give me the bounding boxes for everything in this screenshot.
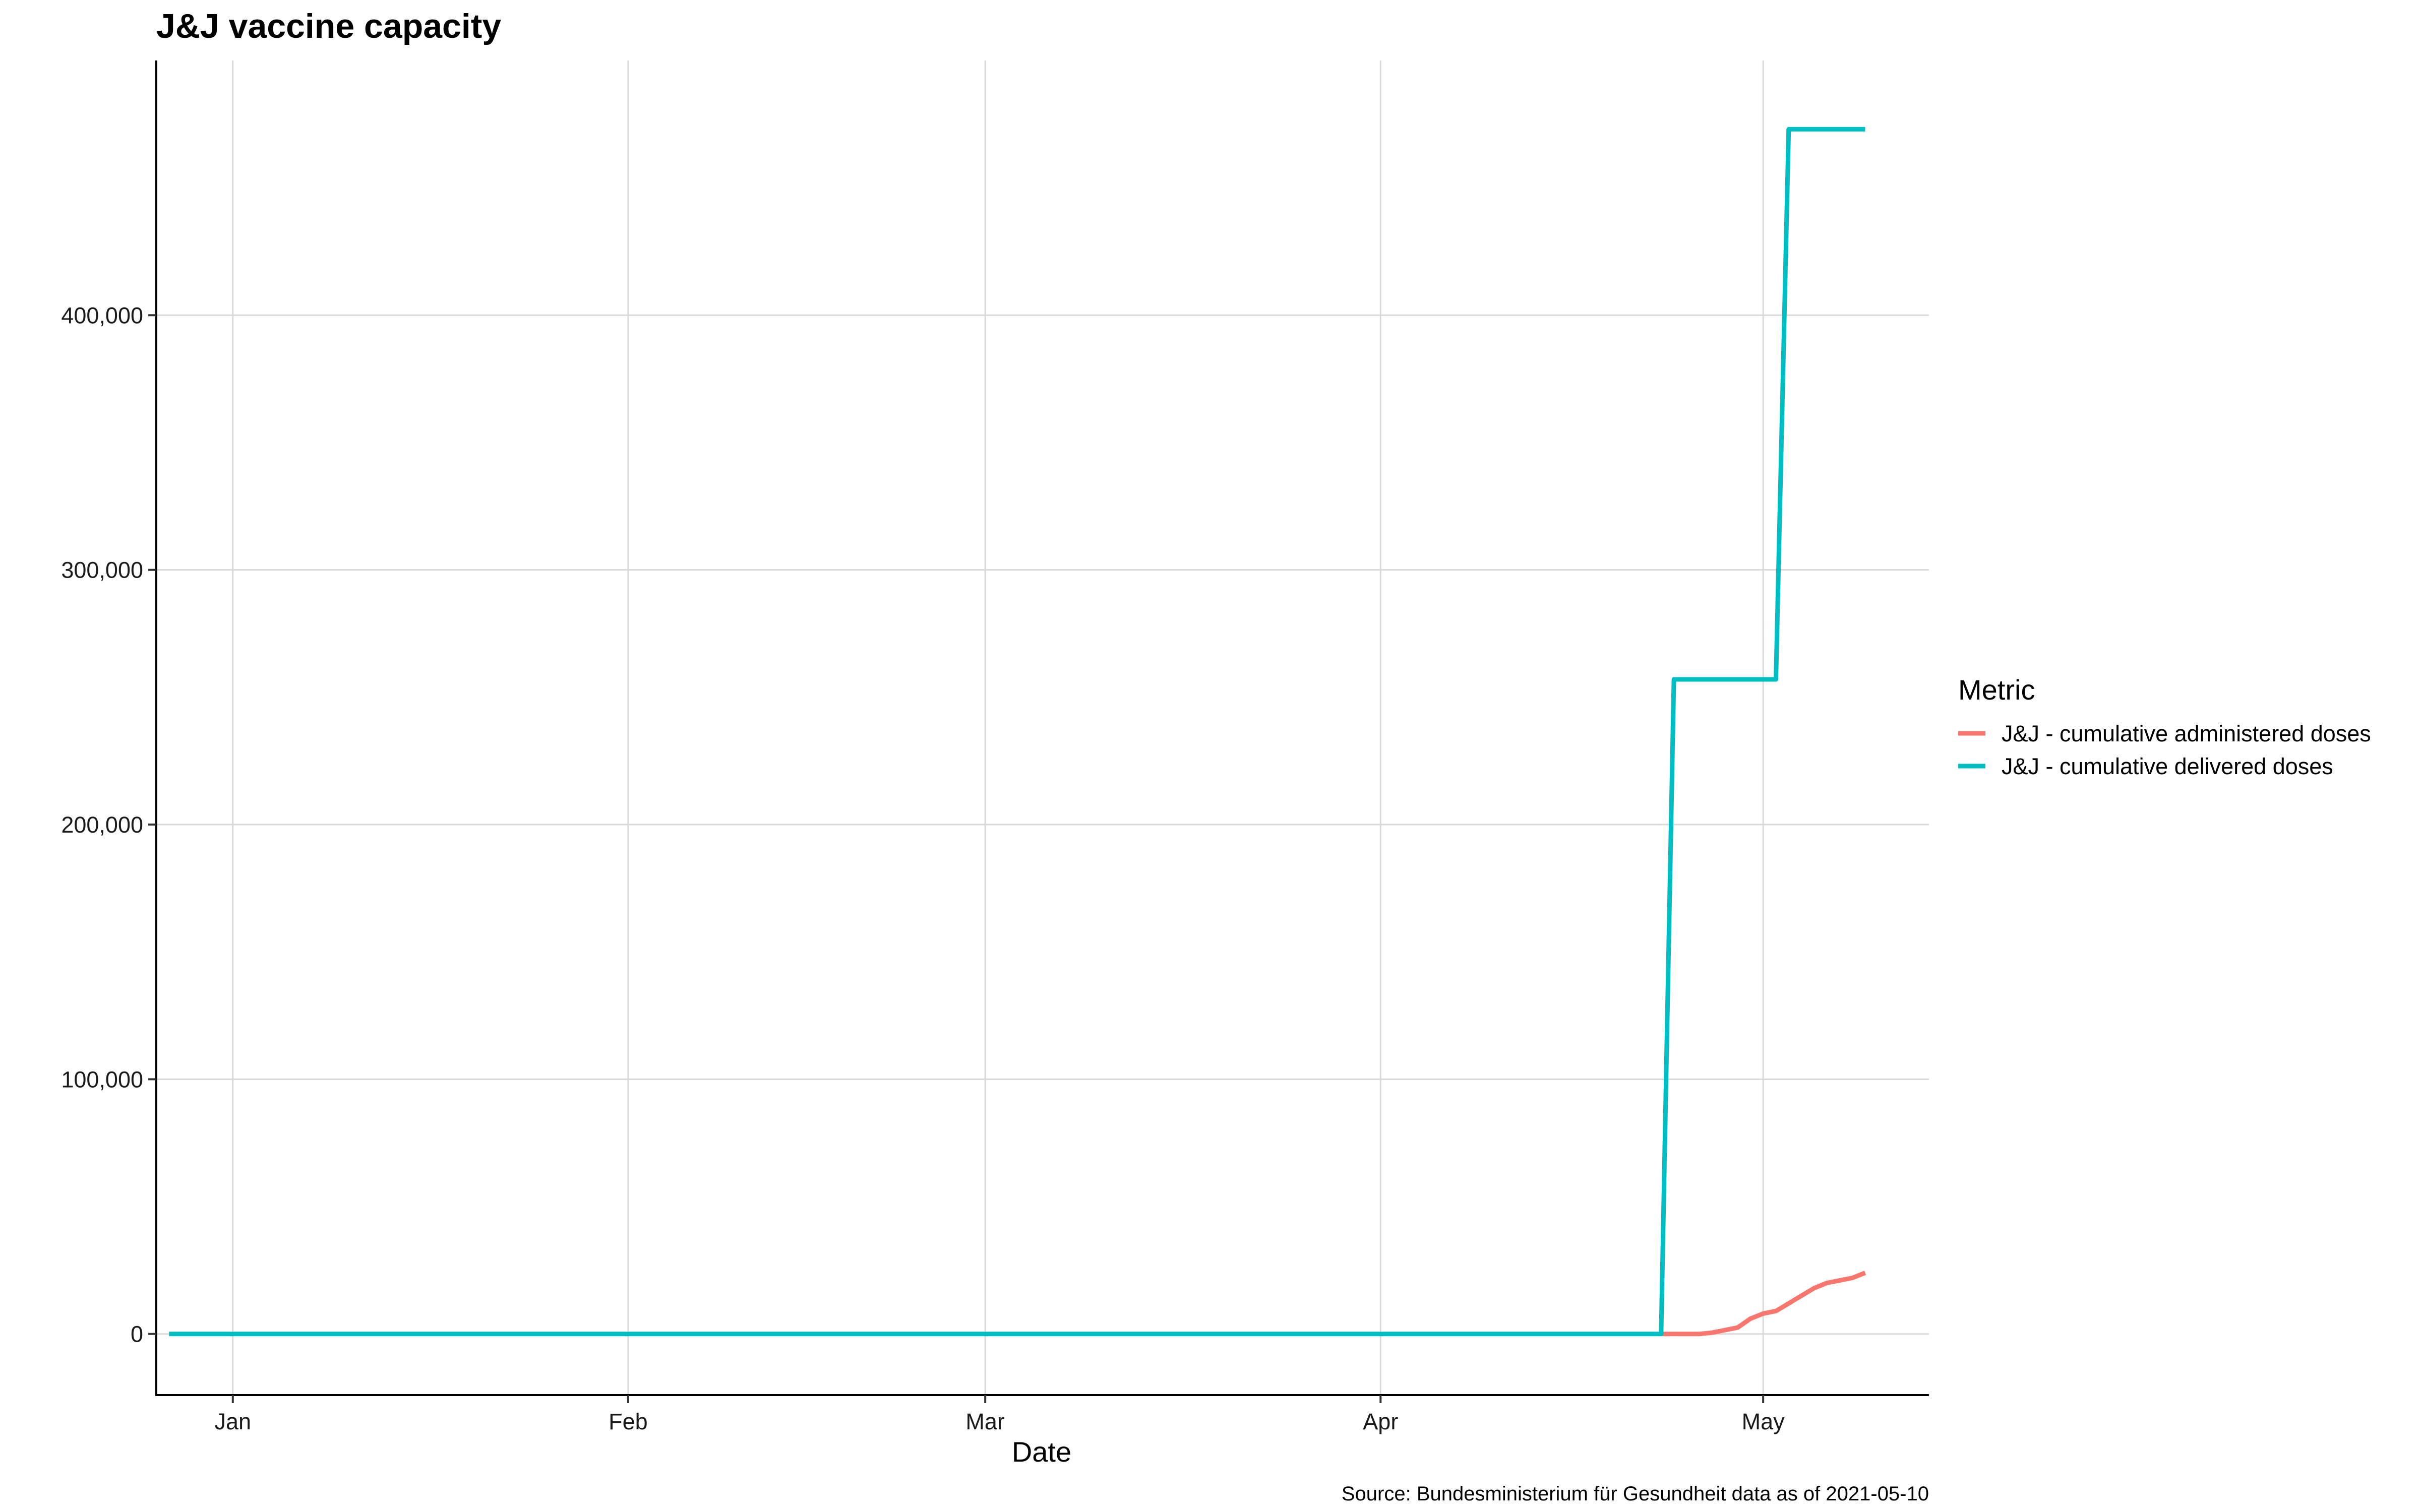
x-tick-label: Mar — [965, 1409, 1005, 1434]
x-gridlines — [232, 60, 1764, 1395]
x-axis-title: Date — [1012, 1436, 1071, 1468]
x-tick-label: Jan — [214, 1409, 251, 1434]
series-lines — [169, 127, 1866, 1337]
legend-title: Metric — [1958, 674, 2035, 706]
y-axis-ticks: 0 100,000 200,000 300,000 400,000 — [61, 302, 156, 1347]
x-tick-label: May — [1742, 1409, 1785, 1434]
y-tick-label: 0 — [131, 1321, 143, 1347]
y-tick-label: 200,000 — [61, 812, 143, 838]
y-tick-label: 400,000 — [61, 302, 143, 328]
chart-title: J&J vaccine capacity — [156, 7, 501, 45]
series-line-delivered — [169, 127, 1865, 1337]
source-caption: Source: Bundesministerium für Gesundheit… — [1342, 1483, 1929, 1505]
x-axis-ticks: Jan Feb Mar Apr May — [214, 1395, 1785, 1434]
legend: Metric J&J - cumulative administered dos… — [1958, 674, 2371, 779]
x-tick-label: Apr — [1363, 1409, 1398, 1434]
y-tick-label: 100,000 — [61, 1066, 143, 1092]
x-tick-label: Feb — [609, 1409, 648, 1434]
series-line-administered — [1661, 1271, 1866, 1337]
legend-label-delivered: J&J - cumulative delivered doses — [2002, 753, 2333, 779]
legend-label-administered: J&J - cumulative administered doses — [2002, 721, 2371, 746]
y-tick-label: 300,000 — [61, 557, 143, 583]
